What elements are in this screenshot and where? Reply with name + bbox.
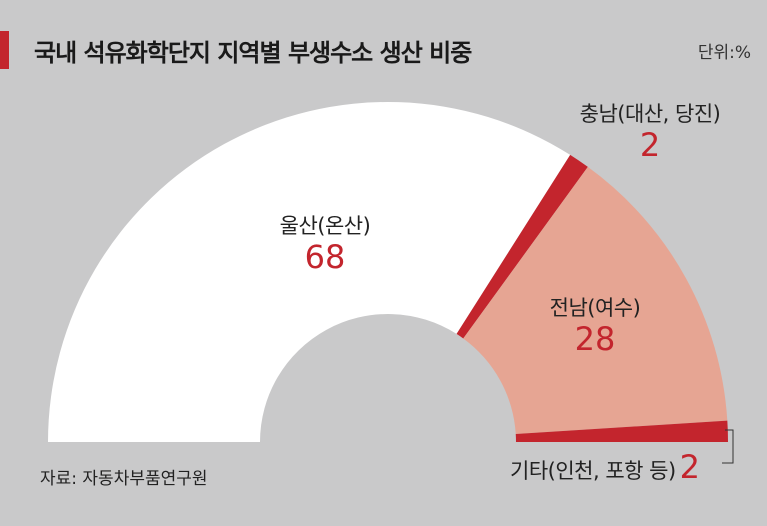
slice-ulsan <box>48 102 571 443</box>
slice-value-chungnam: 2 <box>639 126 661 164</box>
leader-line-other <box>722 429 734 464</box>
title-accent-bar <box>0 31 9 69</box>
slice-chungnam <box>456 154 588 339</box>
label-jeonnam: 전남(여수) 28 <box>535 292 655 357</box>
slice-name-chungnam: 충남(대산, 당진) <box>579 102 721 126</box>
slice-value-jeonnam: 28 <box>574 320 616 358</box>
label-ulsan: 울산(온산) 68 <box>265 210 385 275</box>
label-chungnam: 충남(대산, 당진) 2 <box>560 98 740 163</box>
slice-name-jeonnam: 전남(여수) <box>549 296 641 320</box>
slice-other <box>515 420 728 442</box>
label-other: 기타(인천, 포항 등) 2 <box>510 448 700 486</box>
chart-title: 국내 석유화학단지 지역별 부생수소 생산 비중 <box>34 39 472 67</box>
slice-name-other: 기타(인천, 포항 등) <box>510 459 676 483</box>
slice-value-other: 2 <box>679 448 701 486</box>
slice-jeonnam <box>463 166 728 434</box>
slice-value-ulsan: 68 <box>304 238 346 276</box>
unit-label: 단위:% <box>697 43 751 63</box>
slice-name-ulsan: 울산(온산) <box>279 214 371 238</box>
source-note: 자료: 자동차부품연구원 <box>40 469 208 489</box>
